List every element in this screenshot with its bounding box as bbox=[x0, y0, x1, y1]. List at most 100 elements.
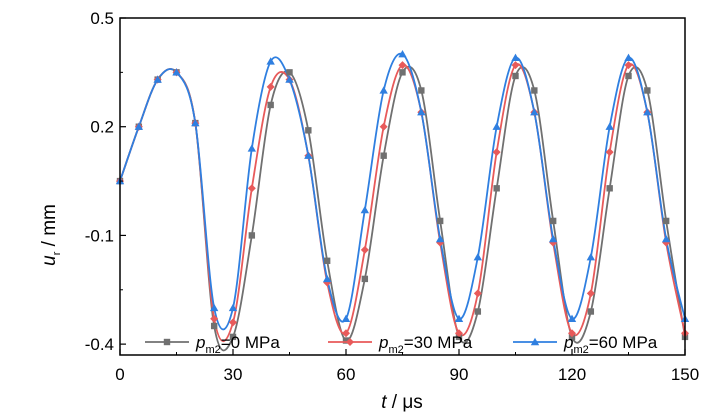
series-2-point-23 bbox=[548, 234, 558, 243]
series-1-point-18 bbox=[455, 329, 463, 338]
series-2-point-28 bbox=[643, 108, 652, 116]
series-2-point-20 bbox=[492, 122, 501, 130]
series-0-point-21 bbox=[512, 72, 519, 80]
series-2-point-13 bbox=[360, 205, 370, 214]
series-2-point-8 bbox=[266, 57, 275, 65]
y-axis-title: ur / mm bbox=[39, 204, 63, 266]
x-tick-label-1: 30 bbox=[224, 365, 243, 384]
series-0-point-17 bbox=[436, 217, 444, 225]
series-1-point-7 bbox=[247, 184, 256, 193]
x-tick-label-3: 90 bbox=[450, 365, 469, 384]
series-0-point-6 bbox=[229, 333, 237, 341]
series-2-point-16 bbox=[417, 108, 426, 116]
series-0-point-28 bbox=[644, 87, 651, 94]
legend-marker-0 bbox=[163, 338, 171, 346]
series-line-0 bbox=[119, 65, 686, 352]
x-tick-label-2: 60 bbox=[337, 365, 356, 384]
legend-value-2: =60 MPa bbox=[589, 333, 658, 352]
series-2-point-2 bbox=[153, 75, 162, 83]
legend-subscript-1: m2 bbox=[388, 344, 403, 356]
y-tick-label-1: 0.2 bbox=[90, 118, 114, 137]
series-1-point-21 bbox=[511, 61, 520, 70]
series-1-point-8 bbox=[266, 82, 275, 91]
series-1-point-20 bbox=[492, 148, 501, 157]
y-axis-variable: u bbox=[39, 255, 60, 266]
series-2-point-4 bbox=[191, 118, 200, 127]
series-2-point-7 bbox=[247, 144, 257, 152]
y-axis-subscript: r bbox=[51, 251, 63, 255]
y-tick-label-2: -0.1 bbox=[85, 226, 114, 245]
legend-variable-1: p bbox=[378, 333, 388, 352]
series-1-point-24 bbox=[568, 329, 576, 338]
series-1-point-5 bbox=[210, 314, 219, 323]
series-2-point-22 bbox=[530, 108, 539, 116]
legend-marker-2 bbox=[530, 337, 540, 346]
x-axis-title: t / μs bbox=[381, 392, 423, 413]
y-tick-label-0: 0.5 bbox=[90, 9, 114, 28]
series-0-point-22 bbox=[531, 87, 538, 94]
series-0-point-19 bbox=[474, 308, 482, 315]
legend-item-1: pm2=30 MPa bbox=[328, 333, 473, 356]
legend: pm2=0 MPa pm2=30 MPa pm2=60 MPa bbox=[145, 333, 658, 356]
series-1-point-6 bbox=[229, 318, 237, 327]
series-1-point-15 bbox=[398, 61, 407, 70]
series-0-point-7 bbox=[248, 232, 256, 239]
x-tick-label-0: 0 bbox=[115, 365, 124, 384]
legend-item-2: pm2=60 MPa bbox=[513, 333, 658, 356]
plot-series bbox=[119, 52, 686, 352]
series-2-point-24 bbox=[567, 314, 577, 322]
series-2-point-27 bbox=[624, 53, 633, 62]
series-0-point-13 bbox=[361, 275, 369, 283]
axes: 0 30 60 90 120 150 0.5 0.2 -0.1 -0.4 bbox=[85, 9, 699, 384]
series-1-point-27 bbox=[624, 61, 633, 70]
series-2-point-25 bbox=[586, 252, 596, 261]
series-2-point-15 bbox=[398, 50, 407, 58]
series-2-point-1 bbox=[134, 122, 144, 130]
series-1-point-26 bbox=[605, 148, 614, 157]
series-0-point-15 bbox=[399, 69, 406, 76]
series-2-point-11 bbox=[322, 274, 332, 283]
series-2-point-21 bbox=[511, 53, 520, 62]
series-0-point-23 bbox=[549, 217, 557, 225]
series-line-2 bbox=[119, 52, 686, 331]
legend-item-0: pm2=0 MPa bbox=[145, 333, 280, 356]
series-0-point-10 bbox=[305, 127, 312, 134]
series-1-point-19 bbox=[473, 289, 482, 298]
series-1-point-12 bbox=[342, 329, 350, 338]
series-0-point-8 bbox=[267, 101, 274, 109]
legend-value-1: =30 MPa bbox=[404, 333, 473, 352]
legend-subscript-2: m2 bbox=[573, 344, 588, 356]
series-2-point-19 bbox=[473, 252, 483, 261]
series-0-point-5 bbox=[210, 322, 218, 330]
series-1-point-13 bbox=[360, 245, 369, 254]
legend-variable-2: p bbox=[563, 333, 573, 352]
y-tick-label-3: -0.4 bbox=[85, 335, 114, 354]
series-0-point-16 bbox=[418, 87, 425, 94]
series-2-point-3 bbox=[172, 68, 181, 76]
series-0-point-12 bbox=[342, 337, 350, 344]
series-0-point-27 bbox=[625, 72, 632, 80]
series-2-point-18 bbox=[454, 314, 464, 322]
series-0-point-9 bbox=[286, 69, 293, 76]
legend-subscript-0: m2 bbox=[205, 344, 220, 356]
x-tick-label-4: 120 bbox=[558, 365, 586, 384]
legend-variable-0: p bbox=[195, 333, 205, 352]
series-2-point-17 bbox=[435, 234, 445, 243]
legend-label-1: pm2=30 MPa bbox=[378, 333, 473, 356]
x-axis-variable: t bbox=[381, 392, 387, 413]
legend-marker-1 bbox=[346, 338, 354, 346]
series-0-point-26 bbox=[606, 185, 613, 192]
legend-label-0: pm2=0 MPa bbox=[195, 333, 280, 356]
series-2-point-29 bbox=[661, 234, 671, 243]
legend-value-0: =0 MPa bbox=[221, 333, 281, 352]
series-0-point-20 bbox=[493, 185, 500, 192]
series-2-point-9 bbox=[285, 75, 294, 83]
series-1-point-25 bbox=[586, 289, 595, 298]
series-2-point-26 bbox=[605, 122, 614, 130]
series-2-point-14 bbox=[379, 86, 388, 94]
x-tick-label-5: 150 bbox=[671, 365, 699, 384]
series-0-point-29 bbox=[662, 217, 670, 225]
series-1-point-14 bbox=[379, 122, 388, 131]
series-2-point-5 bbox=[209, 303, 219, 312]
